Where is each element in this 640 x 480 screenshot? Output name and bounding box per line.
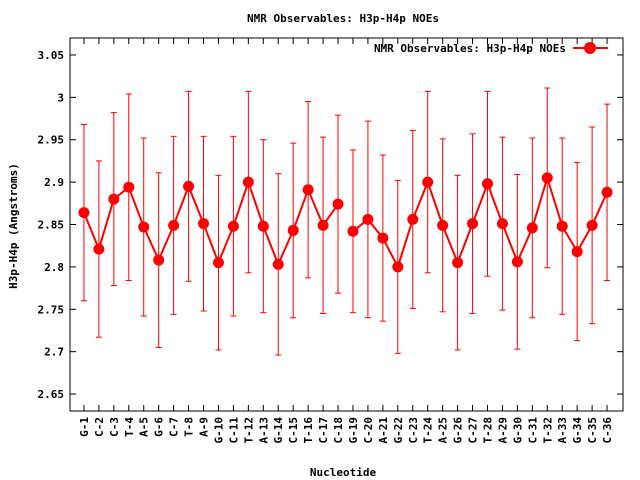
data-point (601, 186, 613, 198)
data-point (317, 219, 329, 231)
y-tick-label: 2.85 (38, 219, 65, 232)
data-point (377, 232, 389, 244)
data-point (332, 198, 344, 210)
data-point (227, 220, 239, 232)
x-tick-label: C-15 (287, 417, 300, 444)
x-tick-label: G-22 (392, 417, 405, 444)
x-tick-label: C-23 (407, 417, 420, 444)
y-tick-label: 3 (57, 91, 64, 104)
y-tick-label: 2.65 (38, 388, 65, 401)
data-point (526, 222, 538, 234)
x-tick-label: C-7 (168, 417, 181, 437)
data-point (183, 180, 195, 192)
legend: NMR Observables: H3p-H4p NOEs (374, 42, 608, 55)
y-tick-label: 2.95 (38, 134, 65, 147)
x-tick-label: G-14 (272, 417, 285, 444)
data-point (287, 224, 299, 236)
data-point (212, 257, 224, 269)
x-tick-label: C-3 (108, 417, 121, 437)
x-tick-label: C-18 (332, 417, 345, 444)
data-point (437, 219, 449, 231)
data-point (347, 225, 359, 237)
data-point (138, 221, 150, 233)
data-point (362, 213, 374, 225)
x-tick-label: G-6 (153, 417, 166, 437)
data-point (496, 218, 508, 230)
data-point (272, 258, 284, 270)
x-tick-label: G-26 (452, 417, 465, 444)
data-point (302, 184, 314, 196)
plot-frame (69, 37, 624, 412)
x-tick-label: C-2 (93, 417, 106, 437)
y-tick-label: 2.75 (38, 303, 65, 316)
legend-marker (584, 42, 596, 54)
x-tick-label: T-8 (183, 417, 196, 437)
x-tick-label: G-1 (78, 417, 91, 437)
data-point (198, 218, 210, 230)
data-point (153, 254, 165, 266)
data-point (257, 220, 269, 232)
x-tick-label: T-24 (422, 417, 435, 444)
x-tick-label: A-25 (437, 417, 450, 444)
x-tick-label: C-17 (317, 417, 330, 444)
x-tick-label: G-10 (212, 417, 225, 444)
y-tick-label: 3.05 (38, 49, 65, 62)
x-tick-label: G-19 (347, 417, 360, 444)
x-tick-label: A-5 (138, 417, 151, 437)
y-tick-label: 2.9 (44, 176, 64, 189)
x-tick-label: A-21 (377, 417, 390, 444)
x-axis-label: Nucleotide (310, 466, 377, 479)
x-tick-label: C-27 (467, 417, 480, 444)
x-tick-label: T-4 (123, 417, 136, 437)
data-point (78, 207, 90, 219)
data-point (467, 218, 479, 230)
data-point (556, 220, 568, 232)
x-tick-label: C-20 (362, 417, 375, 444)
data-point (452, 257, 464, 269)
data-point (168, 219, 180, 231)
chart-title: NMR Observables: H3p-H4p NOEs (247, 12, 439, 25)
data-point (93, 243, 105, 255)
y-tick-label: 2.8 (44, 261, 64, 274)
data-point (541, 172, 553, 184)
data-point (571, 246, 583, 258)
data-point (407, 213, 419, 225)
x-tick-label: T-16 (302, 417, 315, 444)
x-tick-label: T-32 (541, 417, 554, 444)
x-tick-label: C-35 (586, 417, 599, 444)
x-tick-label: C-11 (227, 417, 240, 444)
data-point (422, 176, 434, 188)
data-point (481, 178, 493, 190)
x-tick-label: A-33 (556, 417, 569, 444)
data-point (108, 193, 120, 205)
x-tick-label: C-36 (601, 417, 614, 444)
x-tick-label: C-31 (526, 417, 539, 444)
y-axis-label: H3p-H4p (Angstroms) (7, 163, 20, 289)
x-tick-label: A-13 (257, 417, 270, 444)
x-tick-label: A-9 (198, 417, 211, 437)
data-point (511, 256, 523, 268)
x-tick-label: A-29 (496, 417, 509, 444)
x-tick-label: G-30 (511, 417, 524, 444)
x-tick-label: G-34 (571, 417, 584, 444)
y-tick-label: 2.7 (44, 346, 64, 359)
x-tick-label: T-12 (242, 417, 255, 444)
legend-label: NMR Observables: H3p-H4p NOEs (374, 42, 566, 55)
data-point (586, 219, 598, 231)
data-point (392, 261, 404, 273)
data-point (242, 176, 254, 188)
x-tick-label: T-28 (481, 417, 494, 444)
data-point (123, 181, 135, 193)
